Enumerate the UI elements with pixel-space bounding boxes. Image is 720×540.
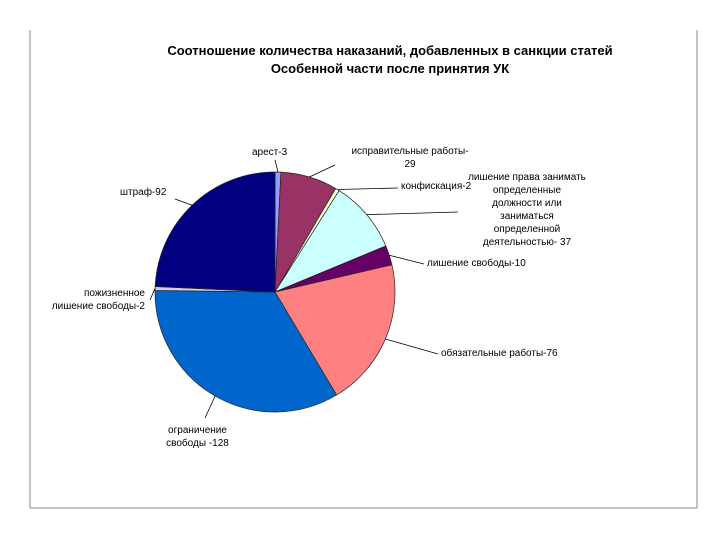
leader-line [366,211,459,216]
data-label: конфискация-2 [401,181,472,192]
leader-line [309,164,336,178]
leader-line [149,288,156,301]
data-label: лишение свободы-10 [427,258,526,269]
leader-line [337,187,399,190]
data-label: арест-3 [252,147,288,158]
data-label: штраф-92 [120,187,167,198]
leader-line [385,338,439,355]
leader-line [174,198,193,206]
leader-line [389,254,425,265]
pie-slice [274,264,396,396]
data-label: пожизненное лишение свободы-2 [51,288,145,312]
pie-slice [154,171,276,293]
leader-line [274,159,279,173]
leader-line [204,395,216,419]
pie-slice [274,190,387,293]
data-label: ограничение свободы -128 [166,425,229,449]
data-label: обязательные работы-76 [441,348,558,359]
data-label: лишение права занимать определенные долж… [468,172,586,248]
data-label: исправительные работы- 29 [351,146,469,170]
pie-slice [154,290,338,413]
chart-title: Соотношение количества наказаний, добавл… [167,43,613,76]
